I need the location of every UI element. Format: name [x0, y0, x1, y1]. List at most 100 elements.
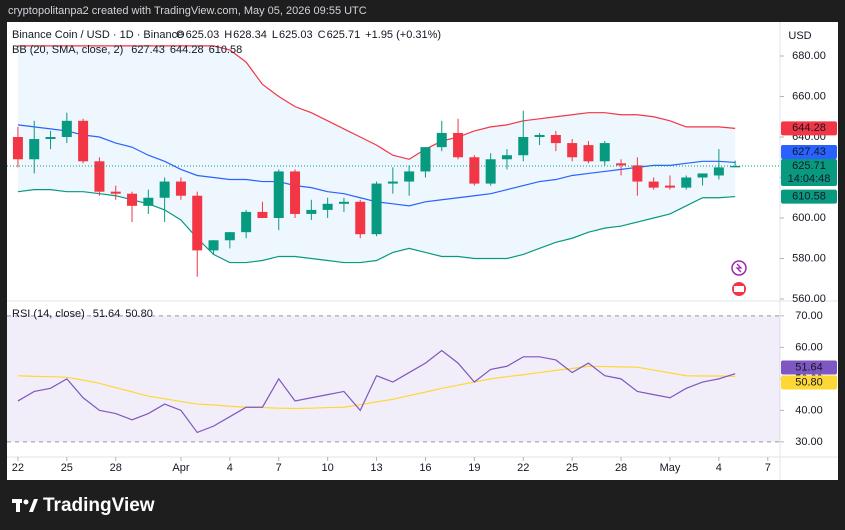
- candle-body: [306, 209, 317, 214]
- axis-unit: USD: [788, 30, 811, 42]
- candle-body: [648, 181, 659, 188]
- rsi-band: [7, 315, 780, 442]
- candle-body: [192, 195, 203, 251]
- candle-body: [94, 161, 105, 192]
- y-tick-label: 70.00: [795, 310, 823, 322]
- legend-key: L: [272, 29, 278, 41]
- icon: [731, 260, 747, 276]
- candle-body: [681, 177, 692, 188]
- x-tick-label: 22: [12, 462, 24, 474]
- candle-body: [518, 137, 529, 156]
- candle-body: [616, 163, 627, 166]
- legend-title: RSI (14, close): [12, 308, 85, 320]
- candle-body: [143, 197, 154, 206]
- legend-symbol: Binance Coin / USD · 1D · Binance: [12, 29, 183, 41]
- legend-value: 50.80: [125, 308, 153, 320]
- price-tag: [781, 158, 837, 186]
- bollinger-line: [17, 45, 736, 160]
- bollinger-line: [17, 189, 736, 264]
- legend-value: 625.71: [327, 29, 361, 41]
- x-tick-label: 4: [716, 462, 722, 474]
- candle-body: [45, 137, 56, 140]
- price-tag: [781, 144, 837, 159]
- y-tick-label: 660.00: [792, 90, 826, 102]
- candle-body: [730, 165, 741, 168]
- icon: [735, 263, 743, 273]
- candle-body: [322, 203, 333, 210]
- plot: [17, 349, 736, 434]
- y-tick-label: 560.00: [792, 293, 826, 305]
- price-tag-label: 644.28: [792, 122, 826, 134]
- rsi-line: [17, 349, 736, 434]
- logo-part: [29, 499, 38, 512]
- legend-value: 51.64: [93, 308, 121, 320]
- candle-body: [469, 157, 480, 184]
- candle-body: [567, 143, 578, 158]
- candle-body: [404, 171, 415, 182]
- candle-body: [110, 191, 121, 194]
- chart-area: [7, 22, 838, 480]
- candle-body: [159, 181, 170, 198]
- y-tick-label: 580.00: [792, 252, 826, 264]
- icon: [734, 286, 744, 292]
- candle-body: [224, 232, 235, 241]
- logo-part: [23, 499, 29, 505]
- legend-value: 625.03: [186, 29, 220, 41]
- candle-body: [127, 193, 138, 206]
- candle-body: [12, 137, 23, 160]
- candle-body: [485, 159, 496, 184]
- candle-body: [583, 145, 594, 162]
- candle-body: [371, 183, 382, 235]
- footer-brand: TradingView: [43, 495, 155, 516]
- x-tick-label: 25: [566, 462, 578, 474]
- candle-body: [338, 201, 349, 204]
- candle-body: [257, 211, 268, 218]
- x-tick-label: 7: [765, 462, 771, 474]
- price-tag: [781, 375, 837, 390]
- x-tick-label: 10: [322, 462, 334, 474]
- legend-indicator-value: 644.28: [170, 44, 204, 56]
- candle-body: [420, 147, 431, 172]
- x-tick-label: 22: [517, 462, 529, 474]
- legend-key: H: [224, 29, 232, 41]
- candle-body: [436, 132, 447, 148]
- header: cryptopolitanpa2 created with TradingVie…: [8, 5, 367, 17]
- candle-body: [208, 240, 219, 251]
- y-tick-label: 30.00: [795, 436, 823, 448]
- x-tick-label: 13: [370, 462, 382, 474]
- x-tick-label: 4: [227, 462, 233, 474]
- price-tag: [781, 189, 837, 204]
- price-tag: [781, 121, 837, 136]
- y-tick-label: 40.00: [795, 404, 823, 416]
- x-tick-label: Apr: [172, 462, 189, 474]
- candle-body: [599, 143, 610, 162]
- y-tick-label: 680.00: [792, 50, 826, 62]
- price-tag-label: 50.80: [795, 376, 823, 388]
- logo-part: [16, 499, 20, 512]
- candle-body: [632, 165, 643, 182]
- y-tick-label: 600.00: [792, 212, 826, 224]
- price-tag-label: 625.71: [792, 160, 826, 172]
- candle-body: [78, 120, 89, 162]
- candle-body: [29, 139, 40, 160]
- candle-body: [534, 134, 545, 138]
- legend-change: +1.95 (+0.31%): [365, 29, 441, 41]
- legend-indicator-value: 627.43: [131, 44, 165, 56]
- legend-value: 628.34: [233, 29, 267, 41]
- legend-value: 625.03: [279, 29, 313, 41]
- candle-body: [713, 167, 724, 176]
- x-tick-label: 7: [276, 462, 282, 474]
- legend-key: O: [176, 29, 185, 41]
- x-tick-label: 28: [615, 462, 627, 474]
- candle-body: [453, 132, 464, 158]
- legend-indicator-value: 610.58: [209, 44, 243, 56]
- candle-body: [175, 181, 186, 196]
- candle-body: [550, 134, 561, 144]
- chart-icons: [731, 260, 747, 296]
- candle-body: [290, 171, 301, 214]
- legend-key: C: [318, 29, 326, 41]
- candle-body: [501, 155, 512, 160]
- x-tick-label: May: [660, 462, 681, 474]
- price-tag-label: 51.64: [795, 361, 823, 373]
